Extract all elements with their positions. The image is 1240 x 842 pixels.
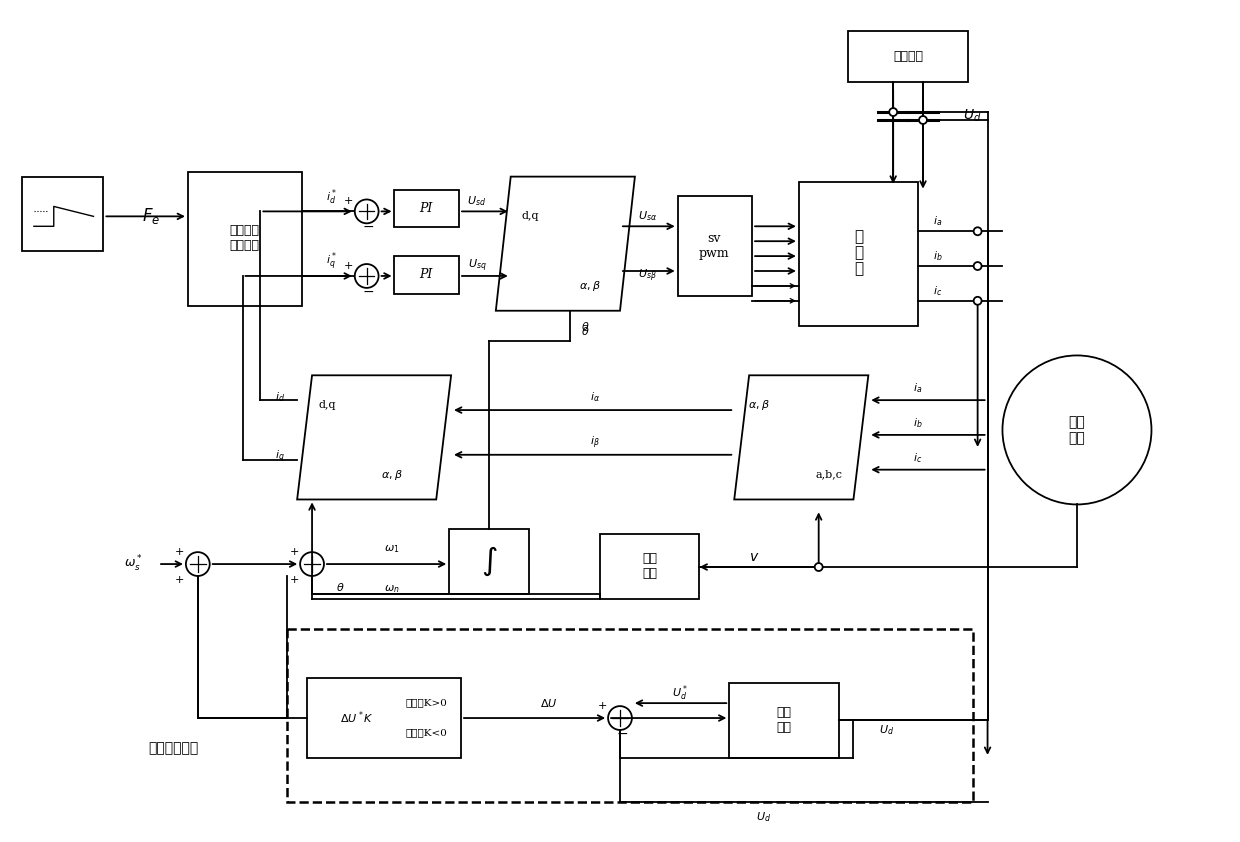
- Text: $\Delta U^*K$: $\Delta U^*K$: [340, 710, 373, 727]
- Circle shape: [355, 264, 378, 288]
- Bar: [600, 534, 699, 599]
- Text: $i_a$: $i_a$: [914, 381, 923, 395]
- Text: $U_{sq}$: $U_{sq}$: [467, 258, 486, 274]
- Circle shape: [355, 200, 378, 223]
- Text: +: +: [175, 575, 185, 585]
- Text: 震荡抑制环节: 震荡抑制环节: [148, 741, 198, 754]
- Bar: [677, 196, 753, 296]
- Bar: [449, 530, 528, 594]
- Text: $U_d^*$: $U_d^*$: [672, 684, 688, 703]
- Text: $v$: $v$: [749, 550, 759, 564]
- Bar: [22, 177, 103, 251]
- Bar: [188, 172, 303, 306]
- Circle shape: [889, 108, 898, 116]
- Text: $\omega_1$: $\omega_1$: [383, 543, 399, 555]
- Circle shape: [815, 563, 822, 571]
- Text: $i_d^*$: $i_d^*$: [326, 188, 337, 207]
- Text: 滤波
单元: 滤波 单元: [776, 706, 791, 734]
- Text: $i_b$: $i_b$: [932, 249, 942, 263]
- Text: $\int$: $\int$: [481, 545, 497, 578]
- Circle shape: [186, 552, 210, 576]
- Polygon shape: [496, 177, 635, 311]
- Text: 矢量控制
给定计算: 矢量控制 给定计算: [229, 224, 259, 253]
- Bar: [394, 189, 459, 227]
- Text: −: −: [363, 221, 374, 234]
- Text: $i_b$: $i_b$: [913, 416, 923, 430]
- Text: +: +: [289, 575, 299, 585]
- Circle shape: [300, 552, 324, 576]
- Text: $i_q^*$: $i_q^*$: [326, 251, 337, 273]
- Text: a,b,c: a,b,c: [815, 470, 842, 480]
- Circle shape: [973, 297, 982, 305]
- Text: $\theta$: $\theta$: [580, 325, 589, 337]
- Text: $U_{sd}$: $U_{sd}$: [467, 195, 486, 208]
- Polygon shape: [734, 376, 868, 499]
- Polygon shape: [298, 376, 451, 499]
- Text: $U_d$: $U_d$: [963, 108, 982, 125]
- Text: 直流电源: 直流电源: [893, 50, 923, 63]
- Text: $\alpha,\beta$: $\alpha,\beta$: [748, 398, 770, 412]
- Text: d,q: d,q: [319, 400, 336, 410]
- Bar: [729, 683, 838, 758]
- Text: $U_d$: $U_d$: [879, 723, 894, 737]
- Text: $i_\beta$: $i_\beta$: [590, 434, 600, 451]
- Bar: [288, 629, 972, 802]
- Circle shape: [608, 706, 632, 730]
- Text: +: +: [345, 261, 353, 271]
- Text: $U_d$: $U_d$: [756, 811, 771, 824]
- Text: $U_{s\alpha}$: $U_{s\alpha}$: [639, 210, 657, 223]
- Text: sv
pwm: sv pwm: [699, 232, 729, 260]
- Text: $U_{s\beta}$: $U_{s\beta}$: [639, 268, 657, 284]
- Bar: [799, 182, 918, 326]
- Text: $i_q$: $i_q$: [275, 449, 285, 465]
- Text: $i_\alpha$: $i_\alpha$: [590, 390, 600, 404]
- Bar: [848, 30, 967, 83]
- Text: +: +: [175, 547, 185, 557]
- Text: $i_c$: $i_c$: [934, 284, 942, 298]
- Text: 制动时K<0: 制动时K<0: [405, 728, 448, 738]
- Text: $i_a$: $i_a$: [934, 215, 942, 228]
- Text: $\omega_n$: $\omega_n$: [383, 583, 399, 594]
- Text: $\omega_s^*$: $\omega_s^*$: [124, 554, 143, 574]
- Text: $i_c$: $i_c$: [914, 450, 923, 465]
- Text: +: +: [598, 701, 606, 711]
- Text: $\alpha,\beta$: $\alpha,\beta$: [579, 279, 601, 293]
- Text: −: −: [616, 727, 627, 741]
- Text: 牵引时K>0: 牵引时K>0: [405, 699, 448, 707]
- Text: 直线
电机: 直线 电机: [1069, 415, 1085, 445]
- Text: +: +: [289, 547, 299, 557]
- Bar: [308, 679, 461, 758]
- Circle shape: [919, 116, 928, 124]
- Bar: [394, 256, 459, 294]
- Text: $\Delta U$: $\Delta U$: [539, 697, 557, 709]
- Text: $\theta$: $\theta$: [336, 581, 345, 593]
- Circle shape: [1002, 355, 1152, 504]
- Text: −: −: [363, 285, 374, 299]
- Text: d,q: d,q: [522, 211, 539, 221]
- Text: PI: PI: [419, 202, 433, 215]
- Circle shape: [973, 227, 982, 235]
- Text: +: +: [345, 196, 353, 206]
- Circle shape: [973, 262, 982, 270]
- Text: 逆
变
器: 逆 变 器: [854, 230, 863, 276]
- Text: PI: PI: [419, 269, 433, 281]
- Text: $i_d$: $i_d$: [275, 390, 285, 404]
- Text: $F_e$: $F_e$: [143, 206, 160, 226]
- Text: $\alpha,\beta$: $\alpha,\beta$: [381, 467, 403, 482]
- Text: $\theta$: $\theta$: [580, 320, 589, 332]
- Text: 转速
计算: 转速 计算: [642, 552, 657, 580]
